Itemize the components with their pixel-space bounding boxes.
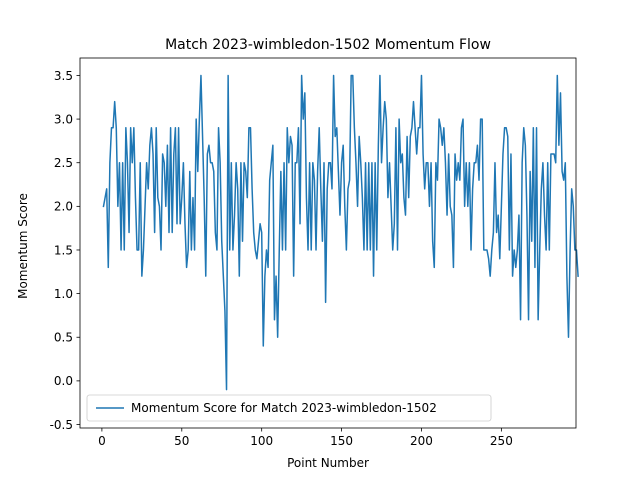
legend-box [86, 394, 492, 422]
y-tick-label: 0.5 [54, 331, 73, 345]
y-tick-label: 3.0 [54, 112, 73, 126]
x-tick-label: 200 [410, 434, 433, 448]
chart-title: Match 2023-wimbledon-1502 Momentum Flow [165, 37, 491, 53]
y-tick-label: 1.0 [54, 287, 73, 301]
y-tick-label: 1.5 [54, 243, 73, 257]
x-axis-label: Point Number [287, 456, 369, 470]
y-axis-label: Momentum Score [16, 193, 30, 299]
x-tick-label: 50 [174, 434, 189, 448]
y-tick-label: 2.5 [54, 156, 73, 170]
series-line-0 [102, 74, 579, 391]
y-tick-label: -0.5 [50, 418, 73, 432]
axes-frame [79, 57, 577, 429]
legend-entry-label: Momentum Score for Match 2023-wimbledon-… [131, 401, 437, 415]
x-tick-label: 100 [250, 434, 273, 448]
x-tick-label: 250 [490, 434, 513, 448]
y-tick-label: 3.5 [54, 69, 73, 83]
x-tick-label: 0 [98, 434, 106, 448]
plot-area: 0 50 100 150 200 250 -0.5 0.0 0.5 1.0 1.5 2.0 2.5 3.0… [50, 57, 579, 448]
y-tick-label: 2.0 [54, 200, 73, 214]
legend: Momentum Score for Match 2023-wimbledon-… [86, 394, 492, 422]
x-tick-label: 150 [330, 434, 353, 448]
y-tick-label: 0.0 [54, 374, 73, 388]
